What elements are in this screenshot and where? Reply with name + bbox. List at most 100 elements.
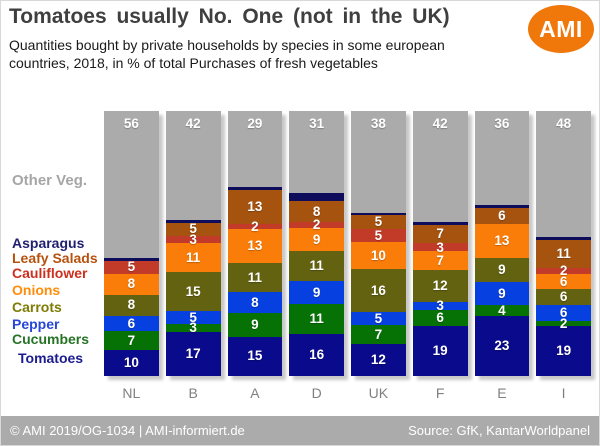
- segment-value-label: 7: [436, 226, 444, 242]
- bars: 56 5 8 8 6 7 10 42 5 3 11 15 5 3 17 29 13 2 13 11 8 9 15 31 8 2 9 1…: [104, 111, 591, 376]
- segment-value-label: 11: [556, 246, 571, 262]
- segment-cauliflower-b: 3: [165, 231, 221, 247]
- segment-pepper-b: 5: [165, 309, 221, 325]
- segment-onions-e: 13: [474, 223, 530, 258]
- segment-cucumbers-d: 11: [289, 304, 344, 334]
- segment-value-label: 16: [309, 346, 325, 362]
- segment-value-label: 3: [436, 297, 444, 313]
- segment-carrots-e: 9: [474, 257, 530, 282]
- segment-value-label: 5: [189, 309, 197, 325]
- legend-label-pepper: Pepper: [12, 316, 60, 332]
- segment-pepper-f: 3: [412, 297, 468, 313]
- category-label-f: F: [435, 385, 445, 401]
- footer-bar: © AMI 2019/OG-1034 | AMI-informiert.de S…: [1, 416, 599, 445]
- bar-nl: 56 5 8 8 6 7 10: [104, 111, 159, 376]
- segment-pepper-nl: 6: [104, 315, 159, 332]
- segment-pepper-i: 6: [536, 305, 591, 321]
- segment-other-veg-d: 31: [289, 111, 344, 194]
- category-axis: NL B A D UK F E I: [104, 385, 591, 401]
- segment-onions-d: 9: [289, 227, 344, 252]
- segment-leafy-salads-b: 5: [165, 222, 221, 236]
- segment-value-label: 9: [312, 231, 321, 247]
- segment-pepper-uk: 5: [351, 312, 406, 326]
- legend-label-other-veg: Other Veg.: [12, 172, 88, 189]
- segment-value-label: 48: [556, 116, 572, 131]
- legend-label-tomatoes: Tomatoes: [18, 350, 84, 366]
- category-label-b: B: [188, 385, 198, 401]
- segment-value-label: 6: [559, 273, 568, 289]
- segment-asparagus-b: [165, 220, 221, 223]
- category-label-e: E: [497, 385, 507, 401]
- bar-e: 36 6 13 9 9 4 23: [474, 111, 530, 376]
- segment-value-label: 19: [432, 343, 448, 359]
- segment-value-label: 31: [309, 116, 325, 131]
- segment-tomatoes-nl: 10: [104, 349, 159, 376]
- segment-tomatoes-f: 19: [412, 325, 468, 376]
- segment-value-label: 8: [127, 276, 136, 292]
- segment-cauliflower-nl: 5: [104, 260, 159, 274]
- category-label-nl: NL: [122, 385, 141, 401]
- segment-value-label: 6: [559, 305, 568, 321]
- segment-onions-uk: 10: [351, 242, 406, 269]
- segment-leafy-salads-d: 8: [289, 201, 344, 223]
- segment-other-veg-nl: 56: [104, 111, 159, 258]
- segment-value-label: 2: [559, 263, 568, 279]
- footer-source: Source: GfK, KantarWorldpanel: [408, 423, 590, 438]
- subtitle-line-2: countries, 2018, in % of total Purchases…: [9, 55, 378, 72]
- segment-tomatoes-d: 16: [289, 333, 344, 376]
- segment-value-label: 11: [247, 269, 263, 285]
- segment-leafy-salads-a: 13: [227, 189, 283, 224]
- segment-onions-b: 11: [165, 243, 221, 273]
- segment-carrots-i: 6: [536, 289, 591, 306]
- chart-legend: Other Veg. Asparagus Leafy Salads Cauliflow…: [1, 1, 103, 445]
- segment-other-veg-e: 36: [474, 111, 530, 206]
- segment-pepper-e: 9: [474, 281, 530, 306]
- segment-onions-f: 7: [412, 251, 468, 270]
- segment-value-label: 3: [436, 239, 444, 255]
- segment-value-label: 2: [251, 218, 259, 234]
- legend-label-asparagus: Asparagus: [12, 235, 85, 251]
- segment-cucumbers-f: 6: [412, 309, 468, 326]
- segment-value-label: 10: [123, 355, 139, 371]
- segment-asparagus-i: [536, 236, 591, 240]
- segment-value-label: 11: [185, 250, 201, 265]
- bar-i: 48 11 2 6 6 6 2 19: [536, 111, 591, 376]
- segment-carrots-a: 11: [227, 263, 283, 292]
- segment-value-label: 11: [309, 311, 324, 327]
- segment-value-label: 3: [189, 320, 197, 336]
- segment-value-label: 29: [247, 116, 263, 131]
- segment-tomatoes-uk: 12: [351, 343, 406, 376]
- segment-value-label: 3: [189, 231, 197, 247]
- segment-value-label: 2: [312, 217, 321, 233]
- segment-value-label: 9: [251, 317, 259, 332]
- segment-value-label: 15: [247, 348, 263, 364]
- segment-cucumbers-uk: 7: [351, 325, 406, 344]
- segment-value-label: 13: [247, 238, 263, 254]
- segment-value-label: 13: [247, 198, 263, 214]
- segment-carrots-b: 15: [165, 272, 221, 312]
- segment-value-label: 13: [494, 233, 510, 249]
- subtitle-line-1: Quantities bought by private households …: [9, 37, 445, 53]
- segment-value-label: 56: [123, 116, 139, 131]
- segment-asparagus-d: [289, 193, 344, 202]
- legend-label-cauliflower: Cauliflower: [12, 265, 88, 281]
- segment-value-label: 8: [127, 297, 136, 313]
- segment-value-label: 9: [498, 285, 506, 301]
- segment-pepper-a: 8: [227, 291, 283, 313]
- segment-carrots-d: 11: [289, 251, 344, 281]
- segment-tomatoes-i: 19: [536, 326, 591, 376]
- segment-other-veg-b: 42: [165, 111, 221, 221]
- bar-f: 42 7 3 7 12 3 6 19: [412, 111, 468, 376]
- segment-other-veg-uk: 38: [351, 111, 406, 213]
- segment-value-label: 19: [556, 343, 572, 359]
- segment-other-veg-a: 29: [227, 111, 283, 188]
- segment-carrots-nl: 8: [104, 294, 159, 316]
- segment-value-label: 6: [127, 315, 136, 331]
- segment-value-label: 5: [374, 227, 383, 243]
- segment-asparagus-f: [412, 222, 468, 225]
- bar-uk: 38 5 5 10 16 5 7 12: [351, 111, 406, 376]
- legend-label-onions: Onions: [12, 282, 61, 298]
- segment-cucumbers-a: 9: [227, 312, 283, 337]
- segment-carrots-uk: 16: [351, 268, 406, 312]
